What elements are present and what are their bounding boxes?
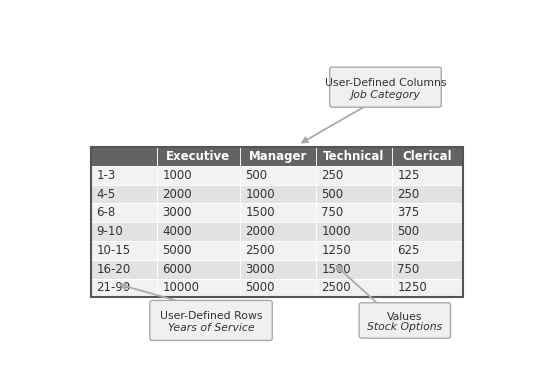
Text: 1-3: 1-3 xyxy=(96,169,116,182)
Text: 2000: 2000 xyxy=(245,225,275,238)
Text: Manager: Manager xyxy=(249,150,307,163)
Bar xyxy=(157,279,240,297)
Bar xyxy=(91,222,157,241)
Bar xyxy=(316,260,392,279)
Bar xyxy=(316,279,392,297)
Text: 10-15: 10-15 xyxy=(96,244,131,257)
Bar xyxy=(91,147,463,297)
Bar xyxy=(392,222,463,241)
Text: 250: 250 xyxy=(397,188,419,201)
Text: 4-5: 4-5 xyxy=(96,188,116,201)
Bar xyxy=(240,241,316,260)
Bar xyxy=(316,166,392,185)
FancyBboxPatch shape xyxy=(150,300,273,340)
Bar xyxy=(392,185,463,203)
FancyBboxPatch shape xyxy=(359,303,450,338)
Text: 1250: 1250 xyxy=(321,244,351,257)
Text: 1000: 1000 xyxy=(321,225,351,238)
Text: 1500: 1500 xyxy=(245,207,275,219)
Text: 375: 375 xyxy=(397,207,419,219)
Bar xyxy=(392,241,463,260)
Text: 10000: 10000 xyxy=(162,281,199,295)
Bar xyxy=(316,203,392,222)
Text: Stock Options: Stock Options xyxy=(367,322,443,332)
Text: User-Defined Rows: User-Defined Rows xyxy=(160,311,263,321)
Text: 6000: 6000 xyxy=(162,263,192,276)
Bar xyxy=(91,260,157,279)
Text: 500: 500 xyxy=(397,225,419,238)
Text: Values: Values xyxy=(387,312,423,322)
Text: 3000: 3000 xyxy=(162,207,192,219)
Text: 1000: 1000 xyxy=(162,169,192,182)
Text: 5000: 5000 xyxy=(162,244,192,257)
Text: 1500: 1500 xyxy=(321,263,351,276)
Text: Executive: Executive xyxy=(166,150,230,163)
Text: 16-20: 16-20 xyxy=(96,263,131,276)
Text: Job Category: Job Category xyxy=(351,90,420,100)
Bar xyxy=(240,279,316,297)
Text: 625: 625 xyxy=(397,244,420,257)
Bar xyxy=(392,279,463,297)
Bar xyxy=(240,185,316,203)
Text: 9-10: 9-10 xyxy=(96,225,123,238)
Text: 6-8: 6-8 xyxy=(96,207,116,219)
Text: User-Defined Columns: User-Defined Columns xyxy=(325,78,446,88)
Text: 21-99: 21-99 xyxy=(96,281,131,295)
Bar xyxy=(392,260,463,279)
Bar xyxy=(91,279,157,297)
Text: 250: 250 xyxy=(321,169,343,182)
Bar xyxy=(316,241,392,260)
Text: 2500: 2500 xyxy=(245,244,275,257)
Text: 4000: 4000 xyxy=(162,225,192,238)
Bar xyxy=(157,147,240,166)
Bar xyxy=(240,222,316,241)
Text: 750: 750 xyxy=(397,263,419,276)
Bar xyxy=(316,185,392,203)
Text: 2500: 2500 xyxy=(321,281,351,295)
Bar xyxy=(157,185,240,203)
Text: 1000: 1000 xyxy=(245,188,275,201)
Text: 500: 500 xyxy=(321,188,343,201)
Bar xyxy=(240,203,316,222)
Bar xyxy=(157,241,240,260)
Bar xyxy=(240,147,316,166)
Bar xyxy=(392,203,463,222)
Text: Clerical: Clerical xyxy=(403,150,452,163)
Bar xyxy=(392,166,463,185)
Bar xyxy=(91,241,157,260)
Bar xyxy=(240,166,316,185)
Bar xyxy=(157,222,240,241)
Text: 3000: 3000 xyxy=(245,263,275,276)
Bar xyxy=(157,260,240,279)
Text: Years of Service: Years of Service xyxy=(168,323,254,333)
Text: 500: 500 xyxy=(245,169,267,182)
FancyBboxPatch shape xyxy=(330,67,441,107)
Text: 2000: 2000 xyxy=(162,188,192,201)
Bar xyxy=(91,185,157,203)
Text: 750: 750 xyxy=(321,207,343,219)
Text: 5000: 5000 xyxy=(245,281,275,295)
Bar xyxy=(157,166,240,185)
Bar xyxy=(91,203,157,222)
Text: 125: 125 xyxy=(397,169,420,182)
Text: Technical: Technical xyxy=(323,150,384,163)
Bar xyxy=(91,166,157,185)
Bar xyxy=(91,147,157,166)
Bar xyxy=(157,203,240,222)
Bar xyxy=(240,260,316,279)
Bar xyxy=(316,222,392,241)
Bar xyxy=(316,147,392,166)
Text: 1250: 1250 xyxy=(397,281,427,295)
Bar xyxy=(392,147,463,166)
